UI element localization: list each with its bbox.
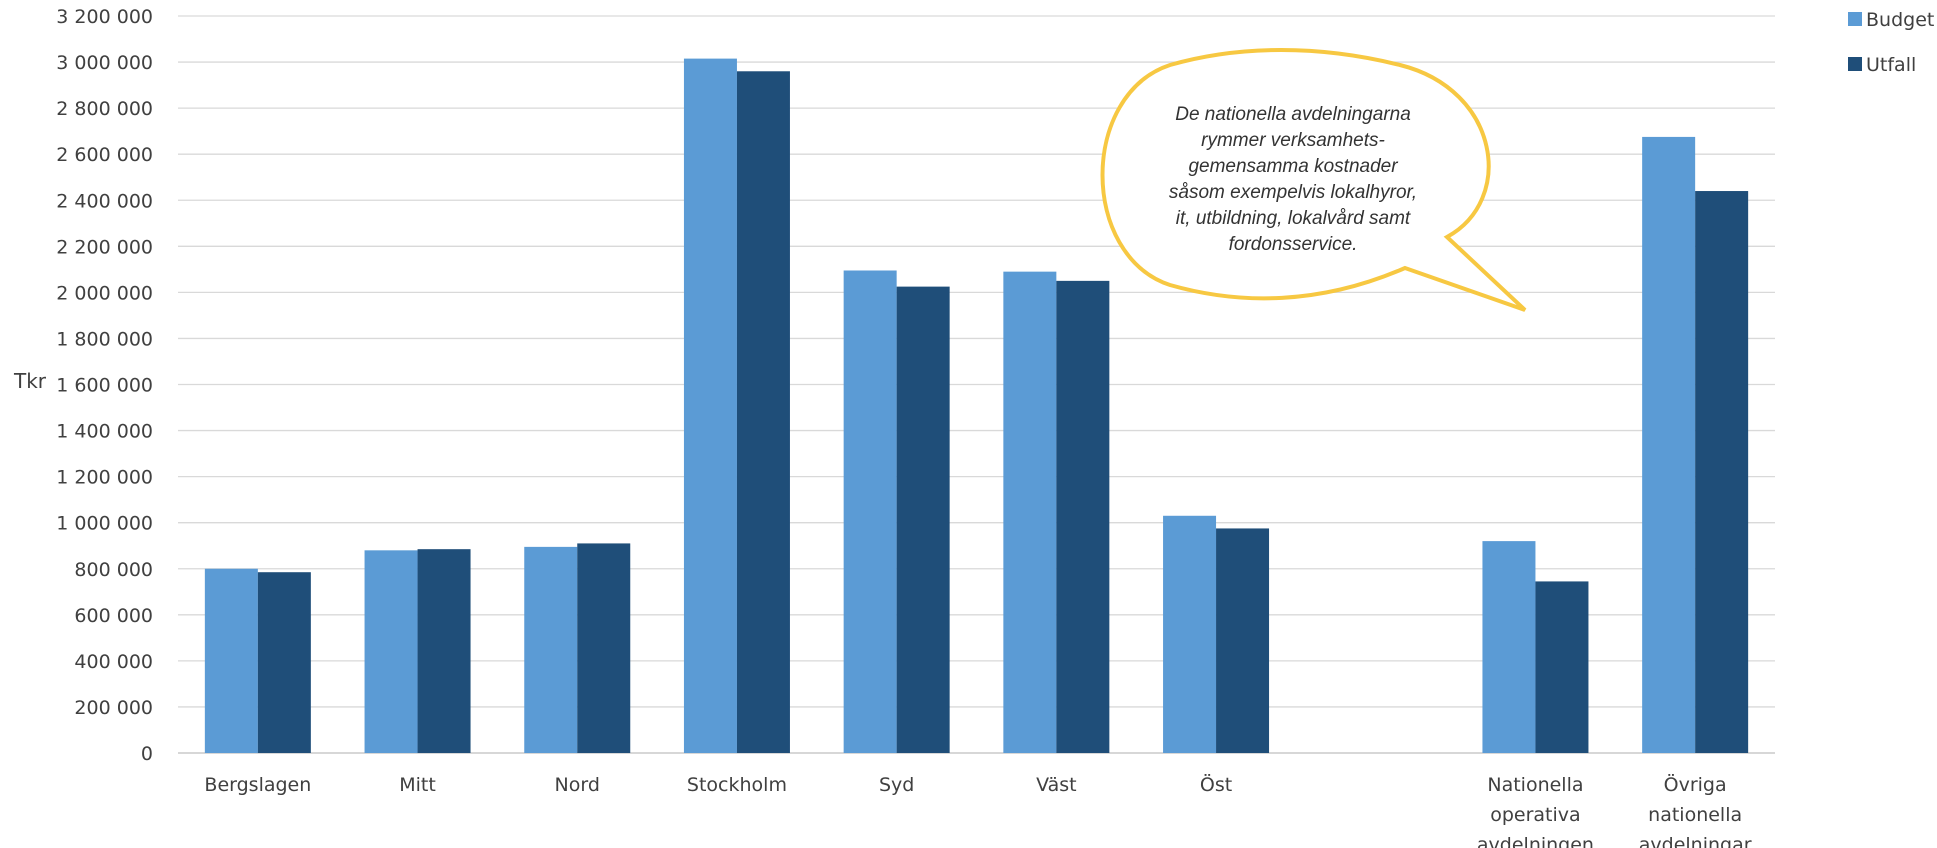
y-tick-label: 2 800 000 [56, 98, 153, 120]
category-label: Stockholm [687, 774, 787, 796]
category-label: Bergslagen [204, 774, 311, 796]
callout-line: fordonsservice. [1229, 234, 1358, 255]
bar-budget [364, 550, 418, 753]
bar-budget [1642, 136, 1696, 753]
y-tick-label: 3 000 000 [56, 52, 153, 74]
callout-bubble: De nationella avdelningarna rymmer verksa… [1100, 48, 1527, 312]
category-labels: Bergslagen Mitt Nord Stockholm Syd Väst Öst Nat… [204, 773, 1751, 848]
bar-utfall [1535, 581, 1589, 753]
y-tick-label: 2 600 000 [56, 144, 153, 166]
callout-line: såsom exempelvis lokalhyror, [1169, 182, 1417, 203]
y-tick-labels: 0 200 000 400 000 600 000 800 000 1 000 000 1 … [56, 6, 153, 765]
category-label: avdelningen [1477, 834, 1594, 848]
category-label: Mitt [399, 774, 436, 796]
y-tick-label: 1 800 000 [56, 328, 153, 350]
callout-text: De nationella avdelningarna rymmer verksa… [1169, 104, 1417, 255]
y-tick-label: 1 200 000 [56, 467, 153, 489]
legend-label-utfall: Utfall [1866, 54, 1916, 76]
bar-budget [1163, 515, 1217, 753]
bar-budget [683, 58, 737, 754]
bar-utfall [736, 71, 790, 753]
category-label: Syd [879, 774, 914, 796]
category-label: Nord [555, 774, 600, 796]
bar-budget [1003, 271, 1057, 753]
bar-utfall [257, 572, 311, 753]
legend-swatch-utfall [1848, 57, 1862, 71]
bar-budget [1482, 541, 1536, 753]
y-tick-label: 1 000 000 [56, 513, 153, 535]
bars [204, 58, 1749, 754]
callout-shape [1100, 48, 1527, 312]
y-tick-label: 1 400 000 [56, 421, 153, 443]
bar-budget [843, 270, 897, 753]
y-tick-label: 0 [141, 743, 153, 765]
bar-budget [204, 568, 258, 753]
category-label: avdelningar [1639, 834, 1752, 848]
callout-line: it, utbildning, lokalvård samt [1176, 208, 1411, 229]
bar-utfall [1216, 528, 1270, 753]
y-tick-label: 800 000 [74, 559, 153, 581]
bar-budget [524, 546, 578, 753]
y-tick-label: 400 000 [74, 651, 153, 673]
category-label: Väst [1036, 774, 1077, 796]
legend-swatch-budget [1848, 12, 1862, 26]
legend-label-budget: Budget [1866, 9, 1934, 31]
category-label: Övriga [1664, 773, 1727, 796]
callout-line: gemensamma kostnader [1188, 156, 1398, 177]
category-label: Öst [1200, 773, 1232, 796]
bar-utfall [1695, 191, 1749, 754]
callout-line: rymmer verksamhets- [1201, 130, 1385, 151]
bar-utfall [1056, 280, 1110, 753]
bar-utfall [896, 286, 950, 753]
y-tick-label: 200 000 [74, 697, 153, 719]
bar-utfall [577, 543, 631, 753]
category-label: Nationella [1487, 774, 1583, 796]
callout-line: De nationella avdelningarna [1175, 104, 1411, 125]
y-tick-label: 2 000 000 [56, 282, 153, 304]
category-label: nationella [1648, 804, 1742, 826]
y-tick-label: 3 200 000 [56, 6, 153, 28]
y-axis-label: Tkr [13, 369, 47, 393]
y-tick-label: 1 600 000 [56, 375, 153, 397]
y-tick-label: 600 000 [74, 605, 153, 627]
y-tick-label: 2 200 000 [56, 236, 153, 258]
grid-lines [178, 15, 1775, 754]
bar-utfall [417, 549, 471, 753]
legend: Budget Utfall [1848, 9, 1934, 76]
category-label: operativa [1490, 804, 1580, 826]
y-tick-label: 2 400 000 [56, 190, 153, 212]
